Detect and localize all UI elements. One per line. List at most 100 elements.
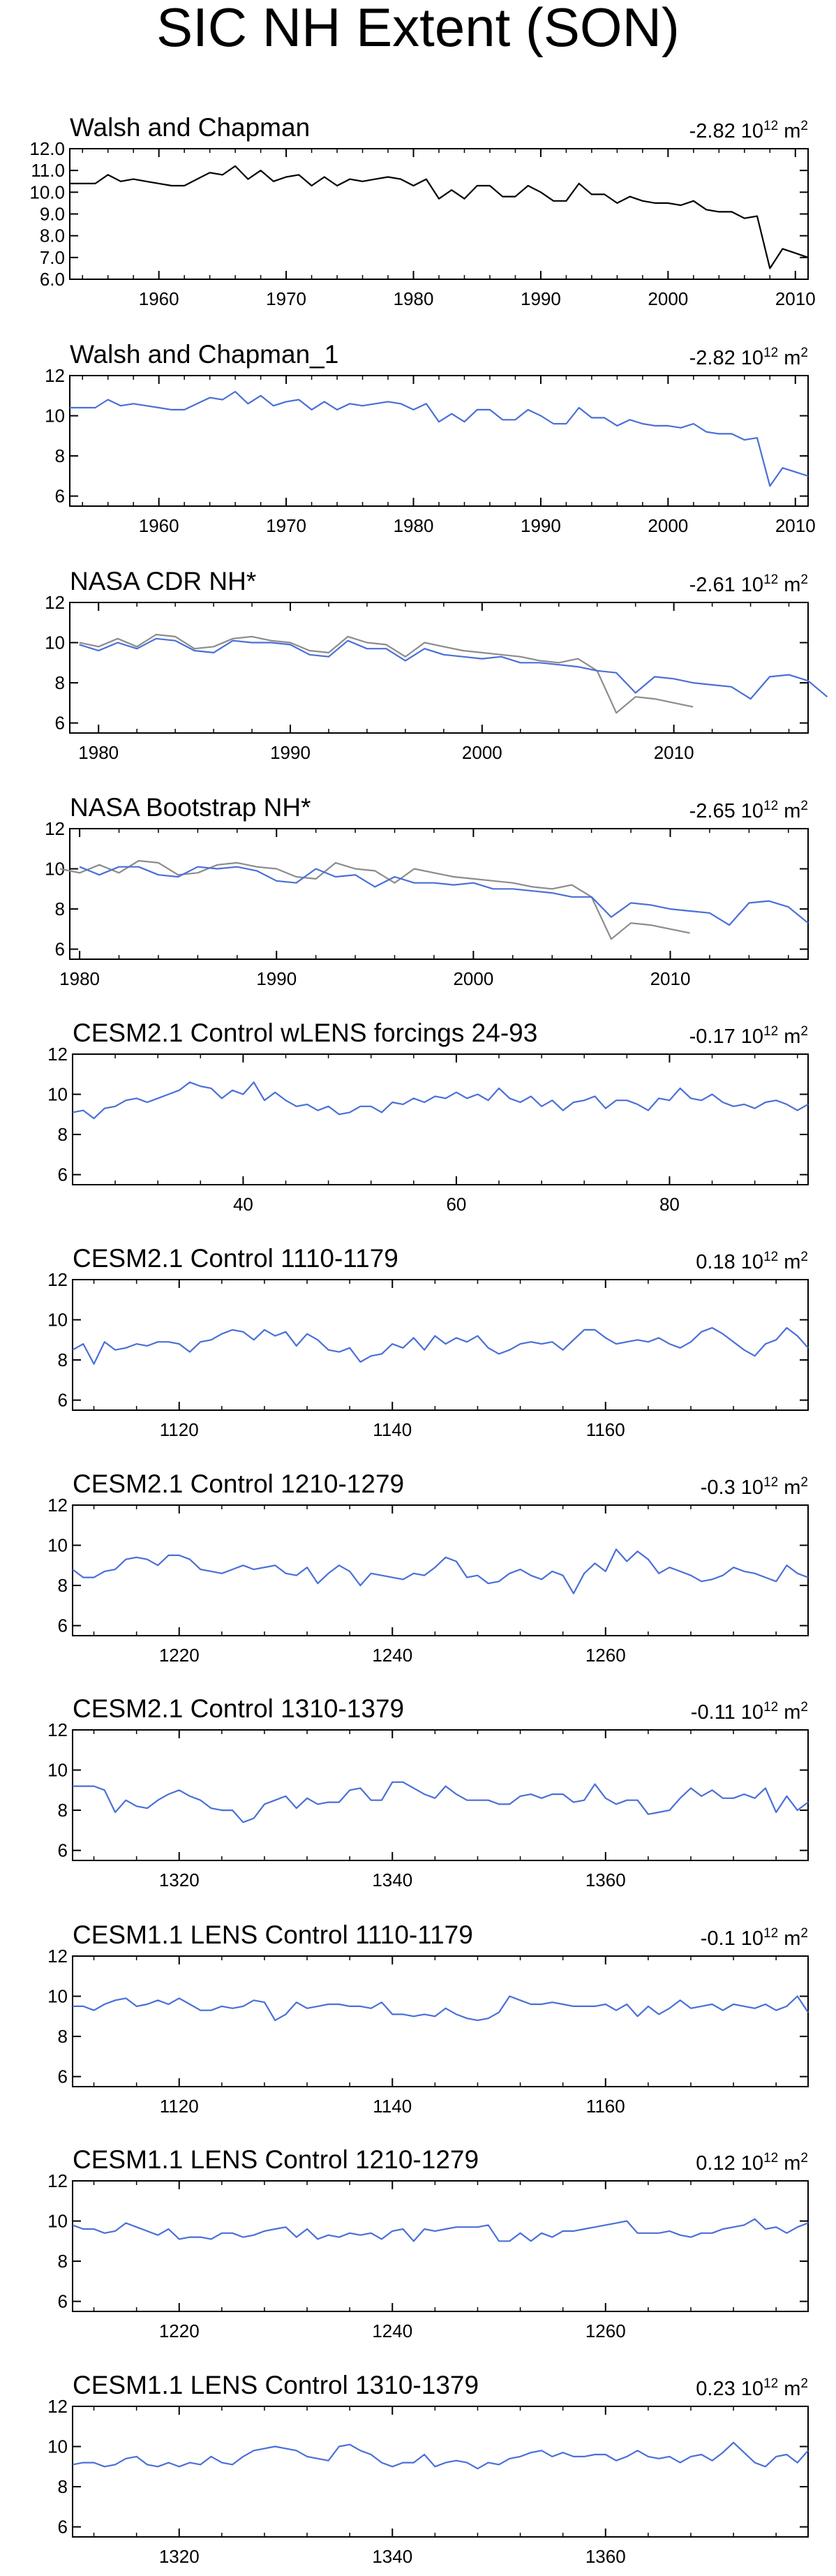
- x-tick-label: 2000: [648, 515, 688, 536]
- trend-unit-tail: m: [778, 574, 800, 596]
- x-tick-label: 2000: [462, 742, 502, 763]
- y-tick-label: 8: [55, 445, 65, 466]
- trend-unit-exponent: 2: [800, 2151, 808, 2166]
- x-tick-label: 1980: [78, 742, 119, 763]
- trend-exponent: 12: [763, 119, 778, 133]
- x-tick-label: 1220: [159, 2320, 200, 2341]
- y-tick-label: 12: [45, 818, 65, 839]
- plot-frame: [72, 1955, 809, 2087]
- trend-exponent: 12: [763, 1250, 778, 1264]
- chart-panel: CESM1.1 LENS Control 1110-1179 -0.1 1012 …: [47, 1920, 809, 2117]
- y-tick-label: 6: [55, 939, 65, 960]
- trend-annotation: -2.82 1012 m2: [689, 346, 808, 369]
- plot-frame: [72, 1729, 809, 1861]
- y-tick-label: 6: [58, 2291, 68, 2312]
- x-tick-label: 2010: [775, 288, 816, 309]
- trend-unit-tail: m: [778, 2152, 800, 2175]
- plot-frame: [72, 1504, 809, 1636]
- chart-panel: NASA Bootstrap NH* -2.65 1012 m2681012198…: [45, 793, 809, 989]
- x-tick-label: 1120: [160, 1419, 199, 1440]
- plot-frame: [72, 1279, 809, 1411]
- trend-annotation: 0.18 1012 m2: [696, 1250, 808, 1273]
- trend-exponent: 12: [763, 572, 778, 587]
- trend-unit-tail: m: [778, 347, 800, 369]
- series-line: [72, 1326, 809, 1365]
- y-tick-label: 6: [58, 1615, 68, 1636]
- y-tick-label: 6: [55, 713, 65, 734]
- y-tick-label: 12: [45, 592, 65, 613]
- trend-value: 0.18: [696, 1251, 741, 1273]
- y-tick-label: 8: [58, 2251, 68, 2272]
- series-line: [79, 866, 809, 926]
- trend-unit-tail: m: [778, 1927, 800, 1950]
- x-tick-label: 2000: [453, 968, 493, 989]
- x-tick-label: 1160: [586, 2096, 625, 2117]
- y-tick-label: 10: [47, 1986, 68, 2007]
- series-line: [72, 2218, 809, 2242]
- trend-unit-exponent: 2: [800, 1926, 808, 1941]
- figure-title: SIC NH Extent (SON): [156, 0, 680, 58]
- y-tick-label: 9.0: [40, 204, 65, 225]
- series-line: [72, 1548, 809, 1594]
- trend-annotation: -0.1 1012 m2: [701, 1926, 808, 1950]
- trend-value: -0.3: [701, 1476, 741, 1499]
- x-tick-label: 1260: [585, 1645, 626, 1666]
- x-tick-label: 2010: [650, 968, 691, 989]
- y-tick-label: 8: [58, 2026, 68, 2047]
- series-line: [72, 2441, 809, 2470]
- trend-exponent: 12: [763, 1926, 778, 1941]
- x-tick-label: 1360: [585, 2546, 626, 2567]
- x-tick-label: 2010: [654, 742, 694, 763]
- y-tick-label: 6: [58, 1164, 68, 1185]
- x-tick-label: 1340: [372, 2546, 412, 2567]
- y-tick-label: 12: [47, 2396, 68, 2417]
- panel-title: CESM2.1 Control wLENS forcings 24-93: [73, 1019, 537, 1047]
- x-tick-label: 1140: [373, 1419, 412, 1440]
- series-line: [70, 390, 809, 487]
- trend-unit-tail: m: [778, 120, 800, 142]
- y-tick-label: 10.0: [29, 182, 65, 202]
- panel-title: NASA CDR NH*: [70, 567, 256, 595]
- y-tick-label: 12: [47, 1946, 68, 1967]
- y-tick-label: 10: [47, 2211, 68, 2232]
- trend-unit-exponent: 2: [800, 572, 808, 587]
- trend-annotation: -2.82 1012 m2: [689, 119, 808, 142]
- trend-value: -0.11: [691, 1701, 741, 1724]
- y-tick-label: 6: [58, 1840, 68, 1861]
- trend-value: -0.17: [689, 1026, 741, 1048]
- y-tick-label: 8: [58, 1124, 68, 1145]
- y-tick-label: 12: [47, 2170, 68, 2191]
- x-tick-label: 40: [233, 1194, 253, 1215]
- y-tick-label: 6: [58, 2517, 68, 2538]
- chart-panel: Walsh and Chapman -2.82 1012 m2 6.07.08.09…: [29, 113, 815, 309]
- trend-unit: 10: [741, 120, 763, 142]
- x-tick-label: 1970: [266, 515, 306, 536]
- y-tick-label: 10: [45, 406, 65, 427]
- panel-title: CESM2.1 Control 1110-1179: [73, 1244, 398, 1273]
- trend-unit: 10: [741, 1701, 763, 1724]
- panel-title: Walsh and Chapman_1: [70, 340, 338, 369]
- y-tick-label: 10: [47, 2436, 68, 2457]
- series-line: [73, 1781, 809, 1823]
- y-tick-label: 6.0: [40, 269, 65, 290]
- y-tick-label: 12: [45, 365, 65, 386]
- panel-title: CESM1.1 LENS Control 1110-1179: [73, 1920, 473, 1949]
- trend-unit: 10: [741, 800, 763, 822]
- y-tick-label: 7.0: [40, 247, 65, 268]
- x-tick-label: 1970: [266, 288, 306, 309]
- trend-value: -2.61: [689, 574, 741, 596]
- y-tick-label: 8: [55, 898, 65, 919]
- trend-unit-exponent: 2: [800, 799, 808, 813]
- chart-panel: Walsh and Chapman_1 -2.82 1012 m268101219…: [45, 340, 816, 536]
- x-tick-label: 1160: [586, 1419, 625, 1440]
- trend-unit: 10: [741, 1251, 763, 1273]
- trend-exponent: 12: [763, 2151, 778, 2166]
- trend-unit-exponent: 2: [800, 119, 808, 133]
- trend-exponent: 12: [763, 1024, 778, 1039]
- series-line: [79, 633, 694, 714]
- panel-title: CESM2.1 Control 1310-1379: [73, 1694, 404, 1723]
- x-tick-label: 1990: [521, 515, 561, 536]
- y-tick-label: 12: [47, 1044, 68, 1065]
- series-line: [73, 1995, 809, 2022]
- x-tick-label: 1220: [159, 1645, 200, 1666]
